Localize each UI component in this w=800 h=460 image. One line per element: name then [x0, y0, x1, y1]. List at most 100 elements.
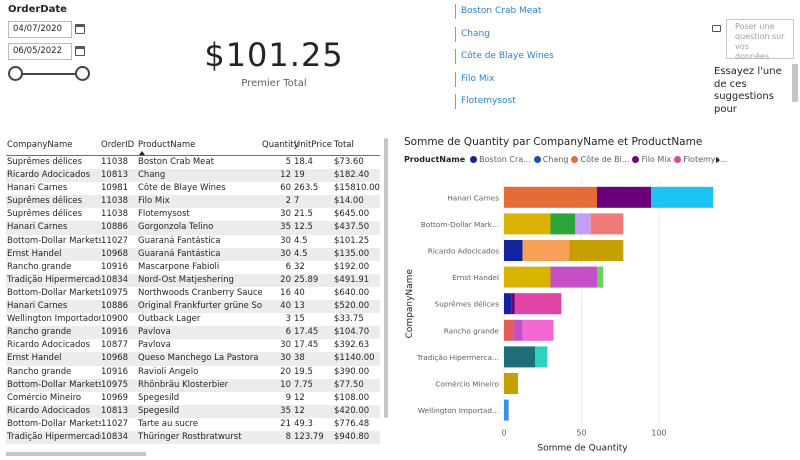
- date-range-slider[interactable]: [8, 66, 90, 82]
- header-unitprice[interactable]: UnitPrice: [294, 140, 333, 150]
- slider-track: [14, 73, 84, 75]
- table-cell: Filo Mix: [138, 196, 170, 207]
- table-cell: 17.45: [294, 327, 319, 338]
- table-cell: Hanari Carnes: [7, 222, 68, 233]
- legend-item[interactable]: Boston Cra...: [470, 155, 531, 164]
- bar-segment[interactable]: [522, 319, 554, 341]
- bar-segment[interactable]: [535, 346, 548, 368]
- product-item[interactable]: Flotemysost: [455, 94, 625, 110]
- table-row[interactable]: Bottom-Dollar Markets 10975 Northwoods Cra…: [6, 287, 380, 300]
- product-item[interactable]: Chang: [455, 26, 625, 42]
- header-quantity[interactable]: Quantity: [262, 140, 299, 150]
- table-row[interactable]: Comércio Mineiro 10969 Spegesild 9 12 $108.00: [6, 392, 380, 405]
- table-row[interactable]: Suprêmes délices 11038 Filo Mix 2 7 $14.00: [6, 195, 380, 209]
- product-item[interactable]: Filo Mix: [455, 71, 625, 87]
- table-row[interactable]: Rancho grande 10916 Mascarpone Fabioli 6 32 $…: [6, 261, 380, 274]
- bar-segment[interactable]: [550, 266, 598, 288]
- bar-segment[interactable]: [522, 240, 570, 261]
- bar-segment[interactable]: [597, 266, 604, 288]
- bar-segment[interactable]: [575, 213, 591, 235]
- start-date-input[interactable]: 04/07/2020: [8, 21, 85, 38]
- product-item[interactable]: Boston Crab Meat: [455, 4, 625, 19]
- table-cell: 123.79: [294, 431, 324, 442]
- table-cell: Comércio Mineiro: [7, 392, 82, 403]
- end-date-input[interactable]: 06/05/2022: [8, 43, 85, 60]
- table-cell: Original Frankfurter grüne Soße: [138, 301, 262, 312]
- header-orderid[interactable]: OrderID: [101, 140, 135, 150]
- bar-segment[interactable]: [651, 186, 714, 208]
- bar-segment[interactable]: [514, 293, 562, 315]
- table-horizontal-scrollbar[interactable]: [6, 452, 146, 456]
- bar-segment[interactable]: [513, 319, 523, 341]
- table-row[interactable]: Ernst Handel 10968 Guaraná Fantástica 30 4.5…: [6, 247, 380, 261]
- table-vertical-scrollbar[interactable]: [384, 138, 388, 418]
- slider-start-handle[interactable]: [8, 66, 23, 81]
- table-cell: 10834: [101, 431, 129, 442]
- legend-label: Flotemys...: [683, 155, 728, 164]
- legend-item[interactable]: Flotemys...: [674, 155, 727, 164]
- table-cell: 7: [294, 196, 300, 207]
- bar-segment[interactable]: [504, 266, 551, 288]
- table-cell: 11027: [101, 418, 129, 429]
- table-cell: 10981: [101, 183, 129, 194]
- table-row[interactable]: Hanari Carnes 10981 Côte de Blaye Wines 60 2…: [6, 182, 380, 195]
- bar-segment[interactable]: [597, 186, 652, 208]
- bar-segment[interactable]: [569, 240, 624, 261]
- table-row[interactable]: Suprêmes délices 11038 Boston Crab Meat 5 18…: [6, 156, 380, 169]
- table-row[interactable]: Ricardo Adocicados 10813 Chang 12 19 $182.40: [6, 169, 380, 183]
- bar-segment[interactable]: [511, 293, 515, 315]
- qa-scrollbar[interactable]: [792, 64, 798, 102]
- legend-item[interactable]: Filo Mix: [632, 155, 671, 164]
- header-companyname[interactable]: CompanyName: [7, 140, 73, 150]
- legend-item[interactable]: Chang: [533, 155, 569, 164]
- calendar-icon[interactable]: [75, 46, 85, 56]
- table-cell: Bottom-Dollar Markets: [7, 379, 101, 390]
- bar-segment[interactable]: [504, 213, 551, 235]
- bar-segment[interactable]: [504, 373, 518, 394]
- legend-next-icon[interactable]: [716, 157, 720, 163]
- bar-segment[interactable]: [504, 346, 535, 368]
- product-item[interactable]: Côte de Blaye Wines: [455, 49, 625, 65]
- table-cell: Hanari Carnes: [7, 301, 68, 312]
- y-category-label: Rancho grande: [444, 326, 500, 335]
- table-cell: 10975: [101, 287, 129, 298]
- bar-segment[interactable]: [550, 213, 576, 235]
- table-row[interactable]: Hanari Carnes 10886 Gorgonzola Telino 35 12.…: [6, 221, 380, 235]
- table-cell: $392.63: [334, 340, 370, 351]
- header-productname[interactable]: ProductName: [138, 140, 196, 150]
- table-cell: Bottom-Dollar Markets: [7, 287, 101, 298]
- legend-label: Chang: [542, 155, 569, 164]
- table-row[interactable]: Rancho grande 10916 Pavlova 6 17.45 $104.70: [6, 326, 380, 340]
- table-row[interactable]: Suprêmes délices 11038 Flotemysost 30 21.5 $6…: [6, 208, 380, 221]
- table-row[interactable]: Bottom-Dollar Markets 11027 Guaraná Fantás…: [6, 235, 380, 248]
- y-category-label: Tradição Hipermerca...: [416, 353, 499, 362]
- table-cell: $437.50: [334, 222, 370, 233]
- bar-segment[interactable]: [504, 293, 512, 315]
- legend-item[interactable]: Côte de Bl...: [571, 155, 629, 164]
- table-row[interactable]: Bottom-Dollar Markets 11027 Tarte au sucre…: [6, 418, 380, 431]
- calendar-icon[interactable]: [75, 24, 85, 34]
- bar-segment[interactable]: [504, 186, 597, 208]
- bar-segment[interactable]: [590, 213, 624, 235]
- table-cell: 10886: [101, 301, 129, 312]
- table-cell: 30: [280, 235, 291, 246]
- bar-segment[interactable]: [504, 240, 523, 261]
- table-row[interactable]: Tradição Hipermercados 10834 Thüringer Ros…: [6, 430, 380, 445]
- table-row[interactable]: Hanari Carnes 10886 Original Frankfurter g…: [6, 300, 380, 314]
- table-row[interactable]: Tradição Hipermercados 10834 Nord-Ost Matj…: [6, 273, 380, 287]
- orders-table: CompanyName OrderID ProductName Quantity…: [6, 138, 380, 460]
- bar-segment[interactable]: [504, 399, 509, 421]
- table-cell: 12.5: [294, 222, 313, 233]
- slider-end-handle[interactable]: [75, 66, 90, 81]
- table-row[interactable]: Ricardo Adocicados 10877 Pavlova 30 17.45 $39…: [6, 339, 380, 352]
- header-total[interactable]: Total: [334, 140, 354, 150]
- table-row[interactable]: Ricardo Adocicados 10813 Spegesild 35 12 $420…: [6, 404, 380, 418]
- qa-input[interactable]: Poser une question sur vos données: [726, 19, 794, 61]
- table-cell: Outback Lager: [138, 314, 201, 325]
- table-row[interactable]: Ernst Handel 10968 Queso Manchego La Pasto…: [6, 352, 380, 366]
- table-row[interactable]: Rancho grande 10916 Ravioli Angelo 20 19.5 $3…: [6, 366, 380, 379]
- bar-segment[interactable]: [504, 319, 514, 341]
- table-row[interactable]: Wellington Importadora 10900 Outback Lager…: [6, 313, 380, 326]
- table-row[interactable]: Bottom-Dollar Markets 10975 Rhönbräu Klost…: [6, 378, 380, 392]
- table-cell: 15: [294, 314, 305, 325]
